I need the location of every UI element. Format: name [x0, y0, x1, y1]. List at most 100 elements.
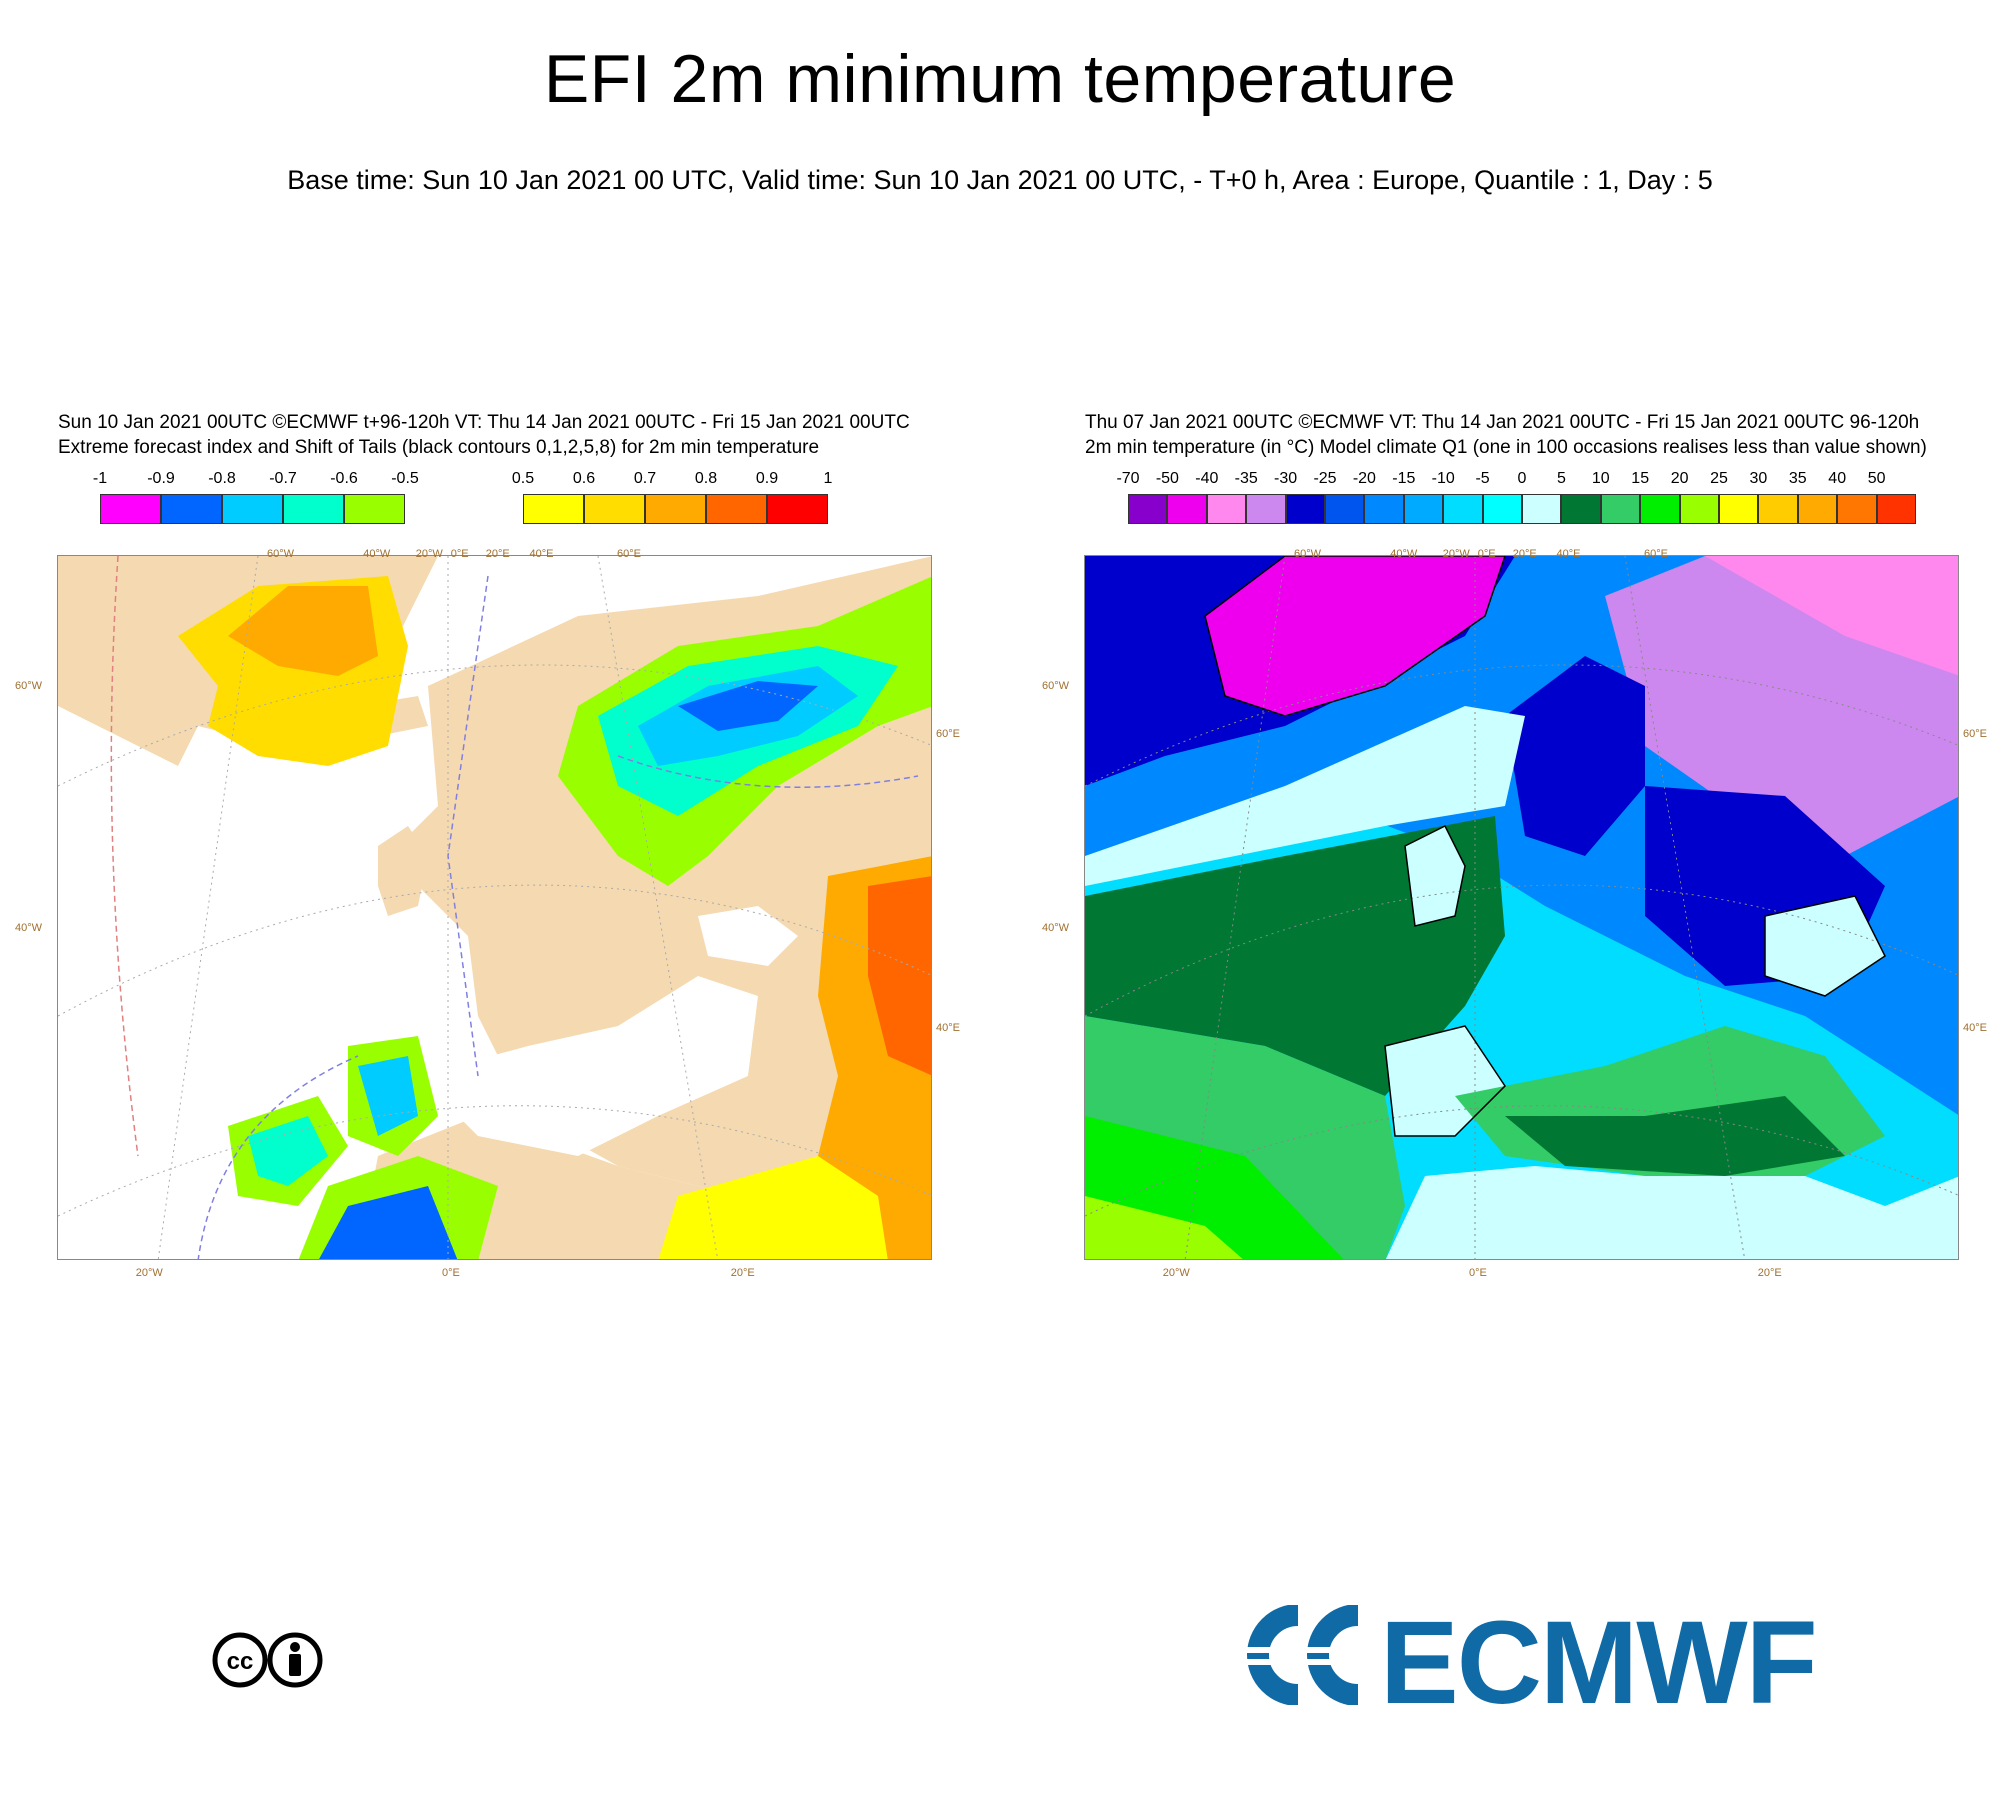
legend-swatch [161, 494, 222, 524]
legend-swatch [1600, 494, 1641, 524]
right-climate-map[interactable] [1084, 555, 1959, 1260]
clim-uk [1405, 826, 1465, 926]
legend-swatch [1876, 494, 1916, 524]
legend-swatch [706, 494, 767, 524]
legend-tick: -1 [92, 470, 108, 487]
legend-tick: -70 [1116, 470, 1140, 487]
lon-label-top: 40°E [1556, 548, 1581, 560]
legend-tick: -35 [1234, 470, 1258, 487]
legend-swatch [1522, 494, 1562, 524]
legend-swatch [523, 494, 584, 524]
lon-label-top: 20°E [485, 548, 510, 560]
clim-mediterranean-dark [1505, 1096, 1845, 1176]
legend-tick: -0.6 [330, 470, 358, 487]
lat-label-right: 40°E [1963, 1022, 1987, 1034]
right-coastlines [1204, 556, 1886, 1137]
lon-label-top: 20°E [1512, 548, 1537, 560]
left-legend-warm: 0.5 0.6 0.7 0.8 0.9 1 [512, 470, 832, 540]
clim-greenland [1205, 556, 1505, 716]
legend-tick: -0.7 [269, 470, 297, 487]
legend-tick: 35 [1788, 470, 1807, 487]
legend-tick: 0.7 [633, 470, 657, 487]
legend-tick: -40 [1195, 470, 1219, 487]
efi-cold-africa-inner [319, 1186, 458, 1259]
left-efi-map[interactable] [57, 555, 932, 1260]
lon-label-top: 20°W [1442, 548, 1470, 560]
ecmwf-wordmark: ECMWF [1380, 1597, 1818, 1729]
legend-tick: 30 [1749, 470, 1768, 487]
sea-black [698, 906, 798, 966]
legend-tick: 0 [1517, 470, 1527, 487]
efi-cold-atlantic-inner [248, 1116, 328, 1186]
legend-tick: 0.9 [755, 470, 779, 487]
lon-label-top: 0°E [1477, 548, 1496, 560]
lat-label-right: 60°E [936, 728, 960, 740]
clim-atlantic-dark-green [1085, 816, 1505, 1096]
right-graticule [1085, 556, 1958, 1259]
left-legend-cold: -1 -0.9 -0.8 -0.7 -0.6 -0.5 [93, 470, 419, 540]
cc-text: cc [227, 1648, 254, 1675]
legend-swatch [1797, 494, 1838, 524]
lat-label-right: 40°E [936, 1022, 960, 1034]
legend-tick: -0.5 [391, 470, 419, 487]
lon-label-top: 20°W [415, 548, 443, 560]
legend-tick: -0.9 [147, 470, 175, 487]
lon-label-top: 60°E [617, 548, 641, 560]
legend-swatch [645, 494, 706, 524]
legend-tick: 10 [1591, 470, 1610, 487]
right-header-line1: Thu 07 Jan 2021 00UTC ©ECMWF VT: Thu 14 … [1085, 412, 1920, 433]
lon-label-bottom: 20°W [135, 1267, 163, 1279]
lon-label-bottom: 0°E [442, 1267, 460, 1279]
legend-tick: 0.5 [511, 470, 535, 487]
lon-label-top: 60°E [1644, 548, 1668, 560]
legend-swatch [344, 494, 405, 524]
legend-tick: -25 [1313, 470, 1337, 487]
clim-atlantic-lime [1085, 1196, 1243, 1259]
legend-swatch [1482, 494, 1522, 524]
lat-label-left: 60°W [15, 680, 43, 692]
legend-swatch [100, 494, 161, 524]
cc-icon: cc [212, 1632, 323, 1688]
efi-warm-east-inner [868, 876, 931, 1076]
legend-swatch [1679, 494, 1719, 524]
legend-swatch [1640, 494, 1680, 524]
ecmwf-swirl-icon [1228, 1604, 1368, 1706]
legend-swatch [1246, 494, 1286, 524]
left-map-svg [58, 556, 931, 1259]
legend-tick: -30 [1274, 470, 1298, 487]
efi-cold-iberia-inner [358, 1056, 418, 1136]
legend-swatch [767, 494, 828, 524]
legend-tick: -5 [1475, 470, 1490, 487]
right-panel-header: Thu 07 Jan 2021 00UTC ©ECMWF VT: Thu 14 … [1085, 410, 1927, 460]
clim-russia-light [1705, 556, 1958, 676]
legend-swatch [1403, 494, 1444, 524]
left-panel-header: Sun 10 Jan 2021 00UTC ©ECMWF t+96-120h V… [58, 410, 910, 460]
legend-swatch [1206, 494, 1247, 524]
left-header-line2: Extreme forecast index and Shift of Tail… [58, 437, 820, 458]
lon-label-bottom: 20°W [1162, 1267, 1190, 1279]
legend-swatch [584, 494, 645, 524]
legend-tick: 15 [1631, 470, 1650, 487]
clim-caspian [1765, 896, 1885, 996]
cc-by-license-logo[interactable]: cc [210, 1630, 325, 1695]
lat-label-left: 40°W [15, 922, 43, 934]
legend-swatch [1758, 494, 1798, 524]
legend-swatch [1285, 494, 1325, 524]
ecmwf-logo-mark [1228, 1604, 1368, 1710]
right-legend: -70 -50 -40 -35 -30 -25 -20 -15 -10 -5 0 5 10 15 20 25 3… [1116, 470, 1916, 540]
legend-tick: 25 [1710, 470, 1728, 487]
clim-africa [1385, 1166, 1958, 1259]
legend-tick: -0.8 [208, 470, 236, 487]
legend-tick: -20 [1352, 470, 1376, 487]
legend-tick: -15 [1392, 470, 1416, 487]
legend-swatch [1837, 494, 1877, 524]
right-map-svg [1085, 556, 1958, 1259]
legend-swatch [1128, 494, 1168, 524]
legend-swatch [1364, 494, 1404, 524]
legend-swatch [1561, 494, 1601, 524]
legend-tick: 0.6 [572, 470, 596, 487]
legend-tick: 1 [823, 470, 833, 487]
legend-swatch [1443, 494, 1483, 524]
lon-label-top: 40°W [363, 548, 391, 560]
legend-swatch [222, 494, 283, 524]
